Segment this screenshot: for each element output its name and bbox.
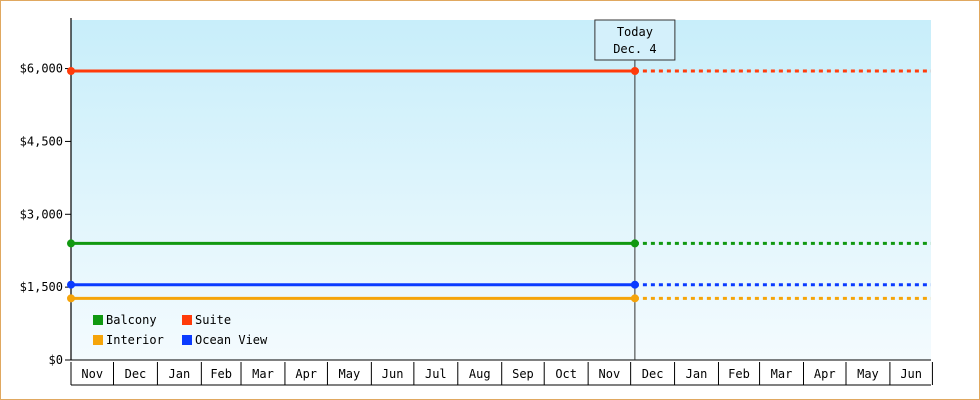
data-point-ocean-view xyxy=(67,280,75,289)
legend-label-suite: Suite xyxy=(195,313,231,327)
x-tick-label: May xyxy=(339,367,361,381)
x-tick-label: Dec xyxy=(125,367,147,381)
x-tick-label: Nov xyxy=(599,367,621,381)
legend-swatch-interior xyxy=(93,335,103,345)
legend-swatch-ocean-view xyxy=(182,335,192,345)
data-point-balcony xyxy=(630,239,639,248)
data-point-ocean-view xyxy=(630,280,639,289)
plot-area xyxy=(71,20,931,360)
x-tick-label: Aug xyxy=(469,367,491,381)
x-tick-label: Jul xyxy=(425,367,447,381)
x-tick-label: Mar xyxy=(252,367,274,381)
y-tick-label: $6,000 xyxy=(20,62,63,76)
y-tick-label: $0 xyxy=(49,353,63,367)
legend-label-ocean-view: Ocean View xyxy=(195,333,268,347)
x-tick-label: Apr xyxy=(295,367,317,381)
x-tick-label: May xyxy=(857,367,879,381)
x-tick-label: Apr xyxy=(814,367,836,381)
x-tick-label: Feb xyxy=(210,367,232,381)
x-tick-label: Sep xyxy=(512,367,534,381)
y-tick-label: $4,500 xyxy=(20,134,63,148)
x-tick-label: Mar xyxy=(771,367,793,381)
data-point-suite xyxy=(630,67,639,75)
y-tick-label: $1,500 xyxy=(20,280,63,294)
legend-swatch-suite xyxy=(182,315,192,325)
today-date: Dec. 4 xyxy=(613,42,656,56)
x-tick-label: Oct xyxy=(555,367,577,381)
x-tick-label: Feb xyxy=(728,367,750,381)
x-tick-label: Jun xyxy=(382,367,404,381)
data-point-suite xyxy=(67,67,75,75)
y-tick-label: $3,000 xyxy=(20,207,63,221)
today-box xyxy=(594,19,676,61)
x-tick-label: Dec xyxy=(642,367,664,381)
legend-swatch-balcony xyxy=(93,315,103,325)
legend-label-balcony: Balcony xyxy=(106,313,157,327)
legend-label-interior: Interior xyxy=(106,333,164,347)
data-point-balcony xyxy=(67,239,75,248)
data-point-interior xyxy=(67,294,75,303)
today-label: Today xyxy=(617,25,653,39)
x-tick-label: Jun xyxy=(900,367,922,381)
x-tick-label: Jan xyxy=(169,367,191,381)
data-point-interior xyxy=(630,294,639,303)
x-tick-label: Jan xyxy=(686,367,708,381)
x-tick-label: Nov xyxy=(81,367,103,381)
